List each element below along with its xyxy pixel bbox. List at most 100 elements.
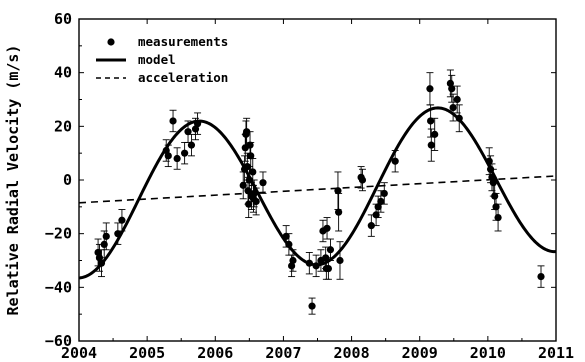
measurement-marker [308,302,316,310]
measurement-point [358,168,367,192]
model-layer [78,106,557,280]
measurements-layer [94,69,545,315]
measurement-marker [289,256,297,265]
measurement-point [431,117,439,151]
measurement-point [289,249,297,272]
measurement-marker [367,222,375,230]
measurement-point [380,182,388,205]
measurement-marker [455,114,463,122]
measurement-marker [427,117,435,125]
measurement-marker [245,176,253,184]
measurement-marker [259,179,267,187]
measurement-marker [312,262,320,270]
measurement-marker [449,103,457,112]
measurement-marker [391,157,399,165]
x-tick-label: 2007 [265,344,301,362]
measurement-marker [537,273,545,281]
x-tick-label: 2004 [61,344,97,362]
measurement-marker [380,189,388,198]
measurement-marker [181,149,189,157]
x-axis: 2004 2005 2006 2007 2008 2009 2010 2011 [61,19,574,362]
measurement-marker [377,197,385,206]
x-tick-label: 2008 [334,344,370,362]
acceleration-line [78,175,557,204]
measurement-point [446,69,454,98]
measurement-point [239,171,247,200]
measurement-point [169,109,177,133]
measurement-point [449,93,457,122]
measurement-point [173,147,181,170]
measurement-marker [118,216,126,224]
measurement-point [334,171,342,210]
measurement-marker [169,117,177,125]
x-tick-label: 2011 [538,344,574,362]
measurement-point [252,187,260,216]
measurement-marker [245,200,253,208]
measurement-marker [305,259,313,267]
measurement-point [193,112,202,135]
legend-measurements-label: measurements [138,34,228,49]
measurement-marker [282,232,290,240]
x-tick-label: 2006 [197,344,233,362]
legend-acceleration-label: acceleration [138,70,228,85]
measurement-marker [184,128,192,136]
measurement-marker [324,264,333,273]
y-tick-label: 40 [54,64,72,82]
measurement-point [326,238,335,261]
measurement-marker [326,246,335,254]
measurement-point [427,104,435,138]
measurement-marker [374,203,382,211]
measurement-point [455,104,463,133]
y-axis-label: Relative Radial Velocity (m/s) [4,45,22,316]
y-tick-label: 20 [54,117,72,135]
measurement-point [335,192,343,232]
measurement-marker [453,95,461,104]
measurement-marker [114,230,122,238]
y-axis: 60 40 20 0 −20 −40 −60 [45,10,556,350]
measurement-marker [102,232,110,240]
y-tick-label: −60 [45,332,72,350]
measurement-point [308,297,316,315]
measurement-marker [246,141,254,149]
measurement-marker [448,85,456,93]
measurement-point [323,217,331,240]
measurement-marker [164,152,172,160]
y-tick-label: −40 [45,278,72,296]
x-tick-label: 2010 [470,344,506,362]
measurement-marker [100,240,108,248]
measurement-marker [334,187,342,195]
measurement-marker [494,213,502,222]
measurement-marker [336,256,344,265]
measurement-marker [323,224,331,232]
model-curve [78,106,557,280]
acceleration-layer [78,175,557,204]
measurement-marker [250,189,258,198]
measurement-point [102,222,110,251]
measurement-marker [431,130,439,138]
measurement-marker [247,152,255,160]
measurement-point [537,265,545,288]
measurement-marker [239,181,247,189]
measurement-point [184,120,192,143]
measurement-point [317,249,325,272]
measurement-point [164,144,172,168]
measurement-marker [335,208,343,216]
measurement-marker [187,141,196,149]
legend: measurements model acceleration [96,34,228,85]
measurement-marker [249,168,257,176]
y-tick-label: 60 [54,10,72,28]
measurement-point [259,171,267,194]
measurement-marker [427,141,435,149]
plot-border [78,18,557,342]
measurement-point [448,74,456,103]
measurement-marker [285,240,293,248]
measurement-marker [358,176,367,184]
measurement-point [118,209,126,232]
measurement-point [312,254,320,278]
measurement-point [249,158,257,186]
x-tick-label: 2005 [129,344,165,362]
y-tick-label: 0 [63,171,72,189]
measurement-point [494,203,502,232]
x-tick-label: 2009 [402,344,438,362]
